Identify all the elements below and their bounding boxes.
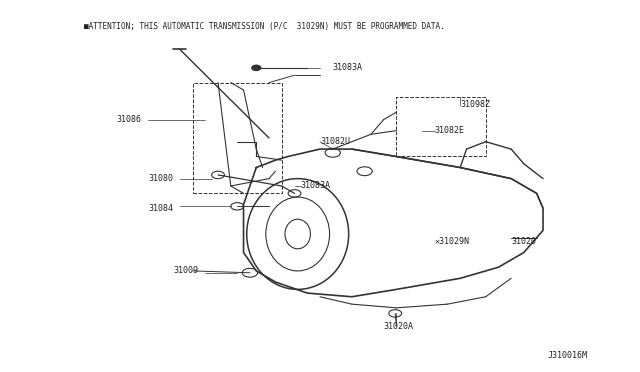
Circle shape [252, 65, 260, 70]
Text: 31084: 31084 [148, 203, 173, 213]
Text: 31086: 31086 [116, 115, 141, 124]
Text: 31098Z: 31098Z [460, 100, 490, 109]
Text: 31080: 31080 [148, 174, 173, 183]
Text: ✕31029N: ✕31029N [435, 237, 470, 246]
Text: 31083A: 31083A [333, 63, 363, 72]
Bar [396, 97, 486, 157]
Text: 31009: 31009 [173, 266, 198, 275]
Text: J310016M: J310016M [548, 350, 588, 359]
Text: 31083A: 31083A [301, 182, 331, 190]
Text: ■ATTENTION; THIS AUTOMATIC TRANSMISSION (P/C  31029N) MUST BE PROGRAMMED DATA.: ■ATTENTION; THIS AUTOMATIC TRANSMISSION … [84, 22, 445, 31]
Bar [193, 83, 282, 193]
Text: 31082E: 31082E [435, 126, 465, 135]
Text: 31020: 31020 [511, 237, 536, 246]
Text: 31020A: 31020A [384, 322, 413, 331]
Text: 31082U: 31082U [320, 137, 350, 146]
